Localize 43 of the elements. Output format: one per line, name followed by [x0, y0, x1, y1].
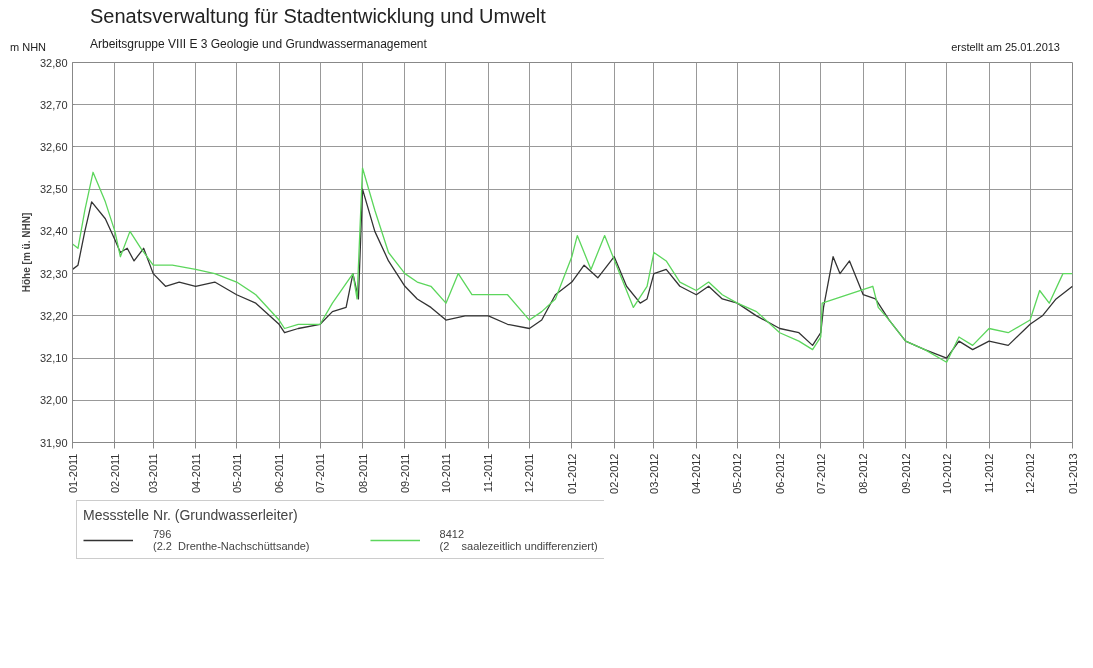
x-tick-label: 01-2013	[1066, 453, 1079, 494]
x-tick-label: 02-2011	[108, 453, 121, 494]
x-tick-label: 01-2012	[565, 453, 578, 494]
x-tick-label: 08-2011	[356, 453, 369, 494]
x-tick-label: 11-2012	[983, 453, 996, 494]
x-tick-label: 12-2011	[523, 453, 536, 494]
x-tick-label: 07-2011	[314, 453, 327, 494]
chart-title: Senatsverwaltung für Stadtentwicklung und Umwelt	[90, 4, 546, 29]
x-tick-label: 06-2011	[273, 453, 286, 494]
y-tick-label: 32,20	[39, 309, 68, 322]
y-tick-label: 32,70	[39, 98, 68, 111]
x-tick-label: 10-2012	[940, 453, 953, 494]
x-tick-label: 08-2012	[857, 453, 870, 494]
x-tick-label: 03-2012	[647, 453, 660, 494]
legend-label: 796 (2.2 Drenthe-Nachschüttsande)	[153, 528, 310, 552]
x-tick-label: 03-2011	[147, 453, 160, 494]
x-tick-label: 05-2012	[731, 453, 744, 494]
x-tick-label: 01-2011	[66, 453, 79, 494]
chart-subtitle: Arbeitsgruppe VIII E 3 Geologie und Grundwassermanagement	[90, 36, 427, 53]
x-tick-label: 05-2011	[230, 453, 243, 494]
y-tick-label: 32,50	[39, 183, 68, 196]
y-tick-label: 32,60	[39, 140, 68, 153]
x-tick-label: 06-2012	[773, 453, 786, 494]
text: erstellt am 25.01.2013	[951, 40, 1060, 55]
x-tick-label: 07-2012	[814, 453, 827, 494]
text: m NHN	[10, 40, 47, 55]
x-tick-label: 11-2011	[482, 453, 495, 493]
x-tick-label: 09-2012	[899, 453, 912, 494]
legend-title: Messstelle Nr. (Grundwasserleiter)	[83, 507, 299, 523]
y-tick-label: 32,30	[39, 267, 68, 280]
y-tick-label: 32,00	[39, 394, 68, 407]
y-tick-label: 32,40	[39, 225, 68, 238]
x-tick-label: 04-2011	[189, 453, 202, 494]
y-tick-label: 32,80	[39, 56, 68, 69]
y-tick-label: 32,10	[39, 352, 68, 365]
x-tick-label: 12-2012	[1024, 453, 1037, 494]
x-tick-label: 09-2011	[398, 453, 411, 494]
x-tick-label: 04-2012	[690, 453, 703, 494]
y-axis-title: Höhe [m ü. NHN]	[20, 212, 32, 293]
x-tick-label: 10-2011	[439, 453, 452, 494]
y-tick-label: 31,90	[39, 436, 68, 449]
x-tick-label: 02-2012	[608, 453, 621, 494]
legend-label: 8412 (2 saalezeitlich undifferenziert)	[439, 528, 598, 552]
